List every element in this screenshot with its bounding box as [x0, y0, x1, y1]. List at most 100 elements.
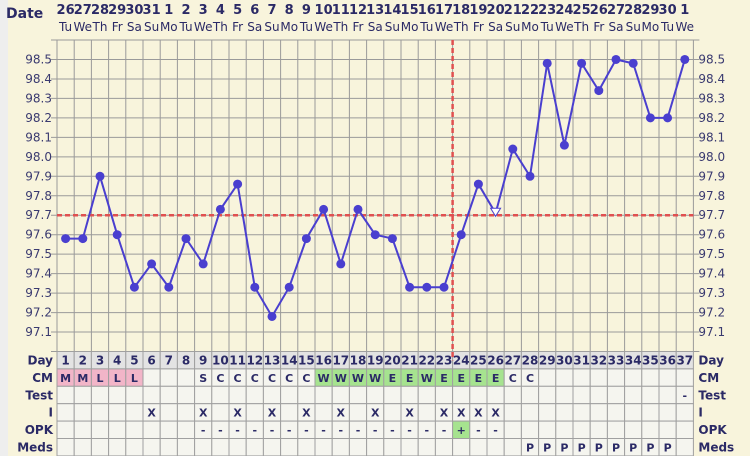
- table-cell-value: X: [147, 407, 156, 420]
- table-cell-value: P: [612, 442, 620, 455]
- y-tick-right: 98.2: [698, 111, 725, 125]
- weekday-tick: Su: [385, 20, 400, 34]
- cycle-day: 15: [298, 354, 315, 368]
- left-edge: [0, 0, 8, 456]
- table-cell: [589, 420, 608, 440]
- table-cell: [56, 438, 75, 456]
- table-cell-value: W: [352, 372, 364, 385]
- table-cell-value: P: [543, 442, 551, 455]
- row-label-right: Meds: [698, 441, 734, 455]
- weekday-tick: Tu: [660, 20, 674, 34]
- table-cell: [108, 385, 127, 405]
- table-cell: [486, 438, 505, 456]
- date-tick: 28: [91, 3, 109, 18]
- table-cell-value: M: [77, 372, 88, 385]
- table-cell-value: -: [425, 424, 430, 437]
- y-tick-left: 97.9: [25, 169, 52, 183]
- table-cell: [159, 403, 178, 422]
- table-cell-value: X: [268, 407, 277, 420]
- y-tick-left: 98.4: [25, 72, 52, 86]
- table-cell-value: X: [491, 407, 500, 420]
- table-cell: [314, 385, 333, 405]
- table-cell: [73, 403, 92, 422]
- cycle-day: 28: [522, 354, 539, 368]
- cycle-day: 26: [487, 354, 504, 368]
- table-cell: [56, 403, 75, 422]
- table-cell-value: X: [457, 407, 466, 420]
- table-cell-value: E: [389, 372, 397, 385]
- cycle-day: 22: [418, 354, 435, 368]
- temperature-point: [267, 311, 277, 321]
- date-tick: 24: [555, 3, 573, 18]
- row-label-left: Test: [25, 388, 53, 402]
- row-label-left: Meds: [17, 441, 53, 455]
- temperature-point: [645, 113, 655, 123]
- table-cell: [280, 438, 299, 456]
- table-cell-value: E: [406, 372, 414, 385]
- reference-lines: [57, 40, 694, 361]
- table-cell: [503, 420, 522, 440]
- table-cell: [56, 420, 75, 440]
- table-cell: [366, 385, 385, 405]
- table-cell-value: -: [218, 424, 223, 437]
- table-cell: [314, 403, 333, 422]
- table-cell: [538, 368, 557, 387]
- weekday-tick: Fr: [593, 20, 604, 34]
- table-cell: [572, 385, 591, 405]
- table-cell: [90, 385, 110, 405]
- table-cell: [142, 385, 161, 405]
- date-tick: 9: [302, 3, 311, 18]
- weekday-tick: We: [74, 20, 93, 34]
- cycle-day: 34: [625, 354, 642, 368]
- temperature-point: [594, 86, 604, 96]
- temperature-point: [284, 282, 294, 292]
- table-cell: [331, 438, 350, 456]
- date-tick: 1: [680, 3, 689, 18]
- date-tick: 18: [452, 3, 470, 18]
- weekday-tick: Th: [212, 20, 228, 34]
- cycle-day: 16: [315, 354, 332, 368]
- table-cell: [624, 368, 643, 387]
- table-cell: [73, 385, 92, 405]
- cycle-day: 13: [264, 354, 281, 368]
- date-tick: 26: [590, 3, 608, 18]
- temperature-point-discarded: [489, 207, 502, 218]
- cycle-day: 1: [61, 354, 69, 368]
- table-cell-value: L: [96, 372, 103, 385]
- table-cell: [589, 385, 608, 405]
- table-cell-value: E: [475, 372, 483, 385]
- date-tick: 20: [487, 3, 505, 18]
- weekday-tick: Tu: [299, 20, 313, 34]
- table-cell: [159, 368, 178, 387]
- table-cell: [125, 403, 144, 422]
- table-cell-value: C: [509, 372, 517, 385]
- date-tick: 26: [57, 3, 75, 18]
- weekday-tick: Tu: [178, 20, 192, 34]
- weekday-tick: Sa: [609, 20, 624, 34]
- y-tick-right: 97.6: [698, 228, 725, 242]
- weekday-tick: Fr: [232, 20, 243, 34]
- table-cell: [56, 385, 75, 405]
- table-cell: [675, 368, 694, 387]
- table-cell: [73, 420, 92, 440]
- table-cell: [142, 420, 161, 440]
- table-cell: [280, 385, 299, 405]
- y-tick-right: 98.4: [698, 72, 725, 86]
- cycle-day: 37: [676, 354, 693, 368]
- y-tick-left: 97.6: [25, 228, 52, 242]
- y-axis-ticks: 98.5 98.5 98.4 98.4 98.3 98.3 98.2 98.2 98.1 98.1…: [25, 52, 725, 339]
- row-label-right: CM: [698, 371, 719, 385]
- cycle-day: 25: [470, 354, 487, 368]
- row-label-right: Test: [698, 388, 726, 402]
- table-cell-value: E: [457, 372, 465, 385]
- date-label: Date: [6, 6, 43, 22]
- table-cell: [469, 438, 488, 456]
- table-cell: [589, 368, 608, 387]
- table-cell: [641, 368, 660, 387]
- date-tick: 31: [143, 3, 161, 18]
- cycle-day: 12: [246, 354, 263, 368]
- date-tick: 8: [285, 3, 294, 18]
- table-cell: [400, 385, 419, 405]
- cycle-day: 36: [659, 354, 676, 368]
- table-cell-value: -: [253, 424, 258, 437]
